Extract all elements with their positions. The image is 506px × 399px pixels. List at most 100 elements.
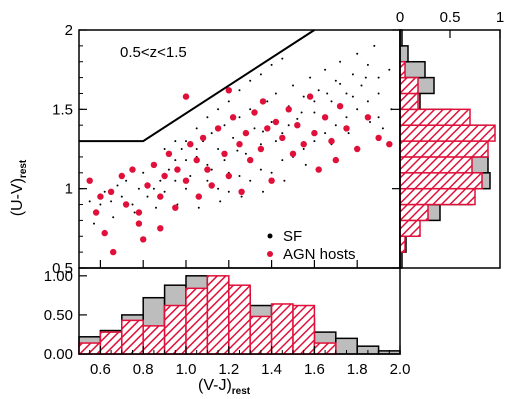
axis-labels: 0.5<z<1.5 (V-J)rest (U-V)rest [9, 44, 251, 397]
bottom-x-tick-label-1: 0.8 [133, 361, 154, 378]
sf-point-41 [152, 187, 155, 190]
agn-point-20 [193, 156, 200, 164]
sf-point-44 [185, 187, 187, 190]
sf-point-83 [163, 148, 166, 150]
sf-point-8 [210, 132, 213, 135]
sf-point-90 [223, 159, 226, 162]
bottom-y-tick-label-1: 0.50 [44, 307, 73, 324]
agn-point-2 [97, 193, 104, 200]
agn-point-46 [315, 166, 322, 173]
agn-point-26 [221, 150, 228, 157]
legend-marker-sf [267, 233, 273, 239]
agn-point-36 [264, 125, 271, 132]
sf-point-98 [339, 82, 342, 85]
sf-point-4 [189, 175, 192, 177]
sf-point-79 [249, 79, 252, 82]
sf-point-16 [253, 127, 256, 130]
agn-point-55 [386, 141, 393, 148]
main-y-tick-label-2: 1.5 [52, 101, 73, 118]
sf-point-60 [356, 108, 359, 111]
agn-point-27 [225, 172, 232, 180]
agn-rhist-bar-6 [399, 156, 473, 174]
agn-point-48 [328, 137, 335, 145]
agn-point-24 [208, 182, 215, 189]
sf-point-117 [112, 216, 115, 219]
selection-boundary-line [79, 29, 315, 143]
agn-rhist-bar-11 [399, 76, 419, 95]
sf-point-110 [262, 190, 264, 193]
sf-point-118 [93, 222, 95, 225]
sf-point-55 [302, 148, 305, 150]
agn-point-3 [101, 229, 108, 237]
agn-point-43 [300, 141, 307, 148]
bottom-x-tick-label-5: 1.6 [304, 361, 325, 378]
sf-point-67 [110, 200, 113, 203]
sf-point-32 [339, 60, 342, 63]
sf-point-48 [227, 190, 230, 193]
sf-point-37 [366, 63, 369, 66]
sf-point-99 [351, 95, 354, 98]
agn-point-45 [311, 129, 318, 137]
sf-point-53 [281, 159, 284, 162]
agn-hist-bar-10 [292, 304, 316, 355]
agn-hist-bar-8 [249, 315, 273, 355]
sf-point-88 [142, 171, 145, 174]
sf-point-96 [313, 100, 316, 103]
sf-point-91 [236, 149, 239, 152]
bottom-x-tick-label-4: 1.4 [261, 361, 282, 378]
agn-point-31 [242, 129, 250, 137]
bottom-x-tick-label-2: 1.0 [176, 361, 197, 378]
sf-point-109 [283, 179, 286, 182]
sf-point-27 [313, 111, 316, 114]
agn-rhist-bar-9 [399, 108, 471, 126]
agn-point-6 [118, 172, 126, 180]
agn-point-33 [251, 109, 258, 116]
sf-point-77 [227, 100, 230, 103]
agn-hist-bar-3 [142, 325, 166, 355]
sf-point-23 [292, 84, 294, 87]
sf-point-70 [103, 190, 106, 193]
sf-point-18 [266, 100, 269, 103]
sf-point-103 [390, 108, 393, 111]
agn-point-21 [195, 193, 202, 200]
sf-point-20 [274, 92, 277, 95]
sf-point-50 [249, 179, 252, 182]
sf-point-28 [317, 89, 320, 92]
sf-point-40 [146, 195, 149, 198]
sf-point-9 [217, 148, 220, 150]
sf-rhist-bar-13 [399, 45, 409, 63]
sf-point-65 [120, 195, 123, 198]
agn-point-18 [182, 177, 190, 184]
agn-point-58 [135, 220, 143, 227]
sf-point-59 [345, 116, 348, 119]
agn-point-40 [285, 106, 292, 113]
agn-hist-bar-7 [228, 284, 251, 355]
sf-point-68 [116, 184, 119, 187]
x-axis-title: (V-J)rest [198, 377, 251, 397]
agn-rhist-bar-7 [399, 140, 489, 158]
sf-point-39 [377, 76, 380, 79]
bottom-x-tick-label-7: 2.0 [390, 361, 411, 378]
agn-point-54 [375, 134, 382, 142]
agn-rhist-bar-5 [399, 172, 483, 190]
sf-point-64 [137, 187, 140, 190]
sf-point-115 [155, 206, 157, 209]
agn-point-4 [107, 188, 115, 195]
sf-point-25 [302, 95, 305, 98]
sf-point-0 [159, 179, 162, 182]
agn-point-39 [279, 134, 286, 142]
right-histogram-panel [399, 29, 496, 269]
agn-point-16 [172, 204, 179, 211]
sf-point-21 [281, 132, 284, 135]
agn-point-10 [140, 236, 147, 243]
sf-point-116 [133, 211, 136, 214]
sf-point-93 [274, 140, 277, 143]
sf-point-85 [185, 159, 187, 162]
agn-point-22 [199, 134, 207, 142]
agn-point-37 [268, 177, 275, 184]
sf-point-74 [195, 127, 198, 130]
sf-point-108 [304, 163, 307, 166]
agn-point-15 [165, 150, 173, 157]
sf-point-43 [174, 179, 177, 182]
sf-point-94 [287, 124, 290, 127]
